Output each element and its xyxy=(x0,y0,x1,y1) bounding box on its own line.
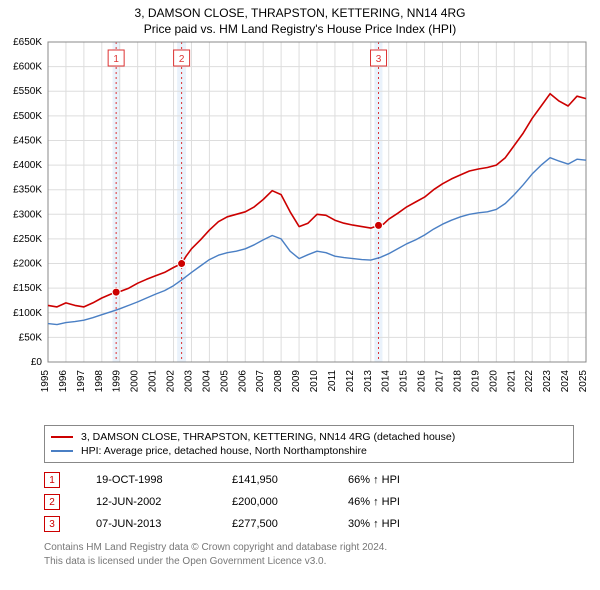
line-chart: £0 £50K £100K £150K £200K £250K £300K £350K £400… xyxy=(0,36,600,416)
chart-title: 3, DAMSON CLOSE, THRAPSTON, KETTERING, N… xyxy=(0,6,600,20)
sale-hpi: 30% ↑ HPI xyxy=(348,518,448,530)
svg-text:£0: £0 xyxy=(31,357,43,368)
svg-text:£250K: £250K xyxy=(13,234,42,245)
svg-text:2017: 2017 xyxy=(435,370,446,393)
svg-text:2024: 2024 xyxy=(560,370,571,393)
svg-text:2004: 2004 xyxy=(201,370,212,393)
svg-text:2013: 2013 xyxy=(363,370,374,393)
sale-badge: 2 xyxy=(44,494,60,510)
svg-text:2007: 2007 xyxy=(255,370,266,393)
sale-price: £200,000 xyxy=(232,496,312,508)
svg-text:2012: 2012 xyxy=(345,370,356,393)
sale-price: £141,950 xyxy=(232,474,312,486)
svg-text:£350K: £350K xyxy=(13,185,42,196)
legend-item: HPI: Average price, detached house, Nort… xyxy=(51,444,567,458)
chart-subtitle: Price paid vs. HM Land Registry's House … xyxy=(0,22,600,36)
sale-date: 19-OCT-1998 xyxy=(96,474,196,486)
legend-swatch xyxy=(51,436,73,438)
svg-text:2006: 2006 xyxy=(237,370,248,393)
svg-text:1995: 1995 xyxy=(40,370,51,393)
svg-text:£500K: £500K xyxy=(13,111,42,122)
svg-text:2010: 2010 xyxy=(309,370,320,393)
svg-text:£600K: £600K xyxy=(13,62,42,73)
svg-text:2009: 2009 xyxy=(291,370,302,393)
attribution-line: Contains HM Land Registry data © Crown c… xyxy=(44,541,590,555)
attribution: Contains HM Land Registry data © Crown c… xyxy=(44,541,590,568)
svg-text:2022: 2022 xyxy=(524,370,535,393)
legend-label: 3, DAMSON CLOSE, THRAPSTON, KETTERING, N… xyxy=(81,431,455,443)
svg-text:2023: 2023 xyxy=(542,370,553,393)
table-row: 1 19-OCT-1998 £141,950 66% ↑ HPI xyxy=(44,469,574,491)
svg-text:£400K: £400K xyxy=(13,160,42,171)
sale-price: £277,500 xyxy=(232,518,312,530)
attribution-line: This data is licensed under the Open Gov… xyxy=(44,555,590,569)
svg-text:2021: 2021 xyxy=(506,370,517,393)
sale-hpi: 66% ↑ HPI xyxy=(348,474,448,486)
svg-text:2020: 2020 xyxy=(488,370,499,393)
svg-text:2008: 2008 xyxy=(273,370,284,393)
svg-text:2001: 2001 xyxy=(148,370,159,393)
svg-text:£150K: £150K xyxy=(13,283,42,294)
svg-text:£50K: £50K xyxy=(19,332,43,343)
svg-text:£650K: £650K xyxy=(13,37,42,48)
table-row: 2 12-JUN-2002 £200,000 46% ↑ HPI xyxy=(44,491,574,513)
svg-text:2: 2 xyxy=(179,54,185,65)
chart-container: 3, DAMSON CLOSE, THRAPSTON, KETTERING, N… xyxy=(0,0,600,568)
sales-table: 1 19-OCT-1998 £141,950 66% ↑ HPI 2 12-JU… xyxy=(44,469,574,535)
svg-text:2019: 2019 xyxy=(470,370,481,393)
svg-text:3: 3 xyxy=(376,54,382,65)
svg-text:2002: 2002 xyxy=(166,370,177,393)
sale-date: 12-JUN-2002 xyxy=(96,496,196,508)
svg-text:£450K: £450K xyxy=(13,135,42,146)
svg-text:2011: 2011 xyxy=(327,370,338,392)
svg-text:1: 1 xyxy=(113,54,119,65)
svg-text:£300K: £300K xyxy=(13,209,42,220)
svg-text:£100K: £100K xyxy=(13,308,42,319)
svg-text:2005: 2005 xyxy=(219,370,230,393)
svg-text:£200K: £200K xyxy=(13,259,42,270)
legend: 3, DAMSON CLOSE, THRAPSTON, KETTERING, N… xyxy=(44,425,574,463)
svg-text:£550K: £550K xyxy=(13,86,42,97)
svg-text:2003: 2003 xyxy=(183,370,194,393)
svg-text:1996: 1996 xyxy=(58,370,69,393)
sale-badge: 3 xyxy=(44,516,60,532)
sale-hpi: 46% ↑ HPI xyxy=(348,496,448,508)
svg-text:1998: 1998 xyxy=(94,370,105,393)
svg-text:2016: 2016 xyxy=(417,370,428,393)
svg-text:2000: 2000 xyxy=(130,370,141,393)
table-row: 3 07-JUN-2013 £277,500 30% ↑ HPI xyxy=(44,513,574,535)
legend-item: 3, DAMSON CLOSE, THRAPSTON, KETTERING, N… xyxy=(51,430,567,444)
sale-badge: 1 xyxy=(44,472,60,488)
legend-label: HPI: Average price, detached house, Nort… xyxy=(81,445,367,457)
svg-text:2025: 2025 xyxy=(578,370,589,393)
svg-text:2015: 2015 xyxy=(399,370,410,393)
svg-text:2018: 2018 xyxy=(452,370,463,393)
sale-date: 07-JUN-2013 xyxy=(96,518,196,530)
legend-swatch xyxy=(51,450,73,452)
title-block: 3, DAMSON CLOSE, THRAPSTON, KETTERING, N… xyxy=(0,0,600,36)
svg-text:2014: 2014 xyxy=(381,370,392,393)
svg-text:1997: 1997 xyxy=(76,370,87,393)
svg-text:1999: 1999 xyxy=(112,370,123,393)
